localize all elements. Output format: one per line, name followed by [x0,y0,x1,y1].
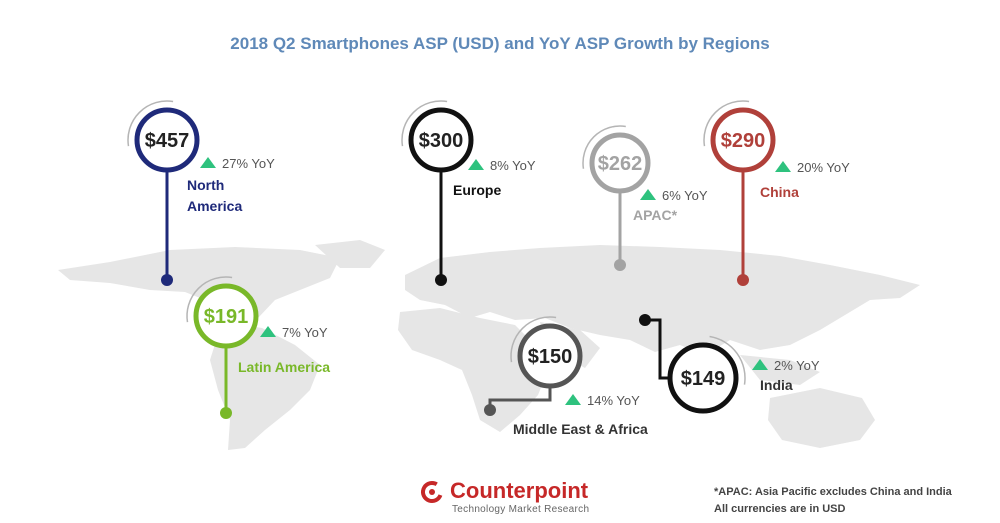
growth-arrow-icon [752,359,768,370]
region-marker-apac: $262 6% YoY APAC* [582,125,708,271]
region-name: China [760,184,799,200]
asp-circle [710,107,776,173]
yoy-value: 2% YoY [774,358,820,373]
region-marker-china: $290 20% YoY China [703,100,850,286]
asp-circle [134,107,200,173]
asp-circle [667,342,739,414]
pin-line [645,318,670,380]
decorative-arc [186,276,233,323]
landmass-eurasia [405,245,920,355]
growth-arrow-icon [260,326,276,337]
pin-dot [220,407,232,419]
region-name: India [760,377,793,393]
landmass-south-america [210,322,320,450]
asp-value: $150 [528,346,573,368]
decorative-arc [401,100,448,147]
landmass-australia [768,388,875,448]
region-name-line-2: America [187,198,242,214]
region-name: APAC* [633,207,678,223]
asp-value: $290 [721,130,766,152]
landmass-greenland [315,240,385,268]
logo-tagline: Technology Market Research [452,504,590,515]
footnote: *APAC: Asia Pacific excludes China and I… [714,484,952,518]
growth-arrow-icon [565,394,581,405]
region-name: Middle East & Africa [513,421,648,437]
yoy-value: 14% YoY [587,393,640,408]
decorative-arc [703,100,750,147]
pin-dot [484,404,496,416]
yoy-value: 6% YoY [662,188,708,203]
yoy-value: 27% YoY [222,156,275,171]
asp-value: $191 [204,306,249,328]
yoy-value: 7% YoY [282,325,328,340]
asp-value: $262 [598,153,643,175]
growth-arrow-icon [775,161,791,172]
asp-circle [408,107,474,173]
logo-name: Counterpoint [450,478,589,503]
region-marker-latin-america: $191 7% YoY Latin America [186,276,330,419]
decorative-arc [127,100,174,147]
decorative-arc [709,335,746,385]
world-map-silhouette [58,240,920,450]
pin-dot [435,274,447,286]
asp-value: $149 [681,368,726,390]
region-name: North [187,177,224,193]
footnote-apac: *APAC: Asia Pacific excludes China and I… [714,486,952,498]
pin-dot [161,274,173,286]
chart-title: 2018 Q2 Smartphones ASP (USD) and YoY AS… [230,34,770,53]
yoy-value: 20% YoY [797,160,850,175]
pin-dot [639,314,651,326]
growth-arrow-icon [200,157,216,168]
decorative-arc [510,316,557,363]
asp-circle [589,132,651,194]
growth-arrow-icon [640,189,656,200]
asp-value: $457 [145,130,190,152]
pin-dot [614,259,626,271]
asp-circle [193,283,259,349]
pin-dot [737,274,749,286]
yoy-value: 8% YoY [490,158,536,173]
asp-circle [517,323,583,389]
footnote-currency: All currencies are in USD [714,503,846,515]
growth-arrow-icon [468,159,484,170]
region-marker-india: $149 2% YoY India [639,314,820,414]
region-name: Latin America [238,359,330,375]
region-marker-europe: $300 8% YoY Europe [401,100,536,286]
region-markers: $457 27% YoY North America $191 7% YoY Latin A… [127,100,850,437]
region-marker-north-america: $457 27% YoY North America [127,100,275,286]
region-marker-middle-east-africa: $150 14% YoY Middle East & Africa [484,316,648,437]
counterpoint-mark-icon [421,481,443,503]
asp-value: $300 [419,130,464,152]
decorative-arc [582,125,626,169]
region-name: Europe [453,182,501,198]
counterpoint-logo: Counterpoint Technology Market Research [420,478,610,518]
